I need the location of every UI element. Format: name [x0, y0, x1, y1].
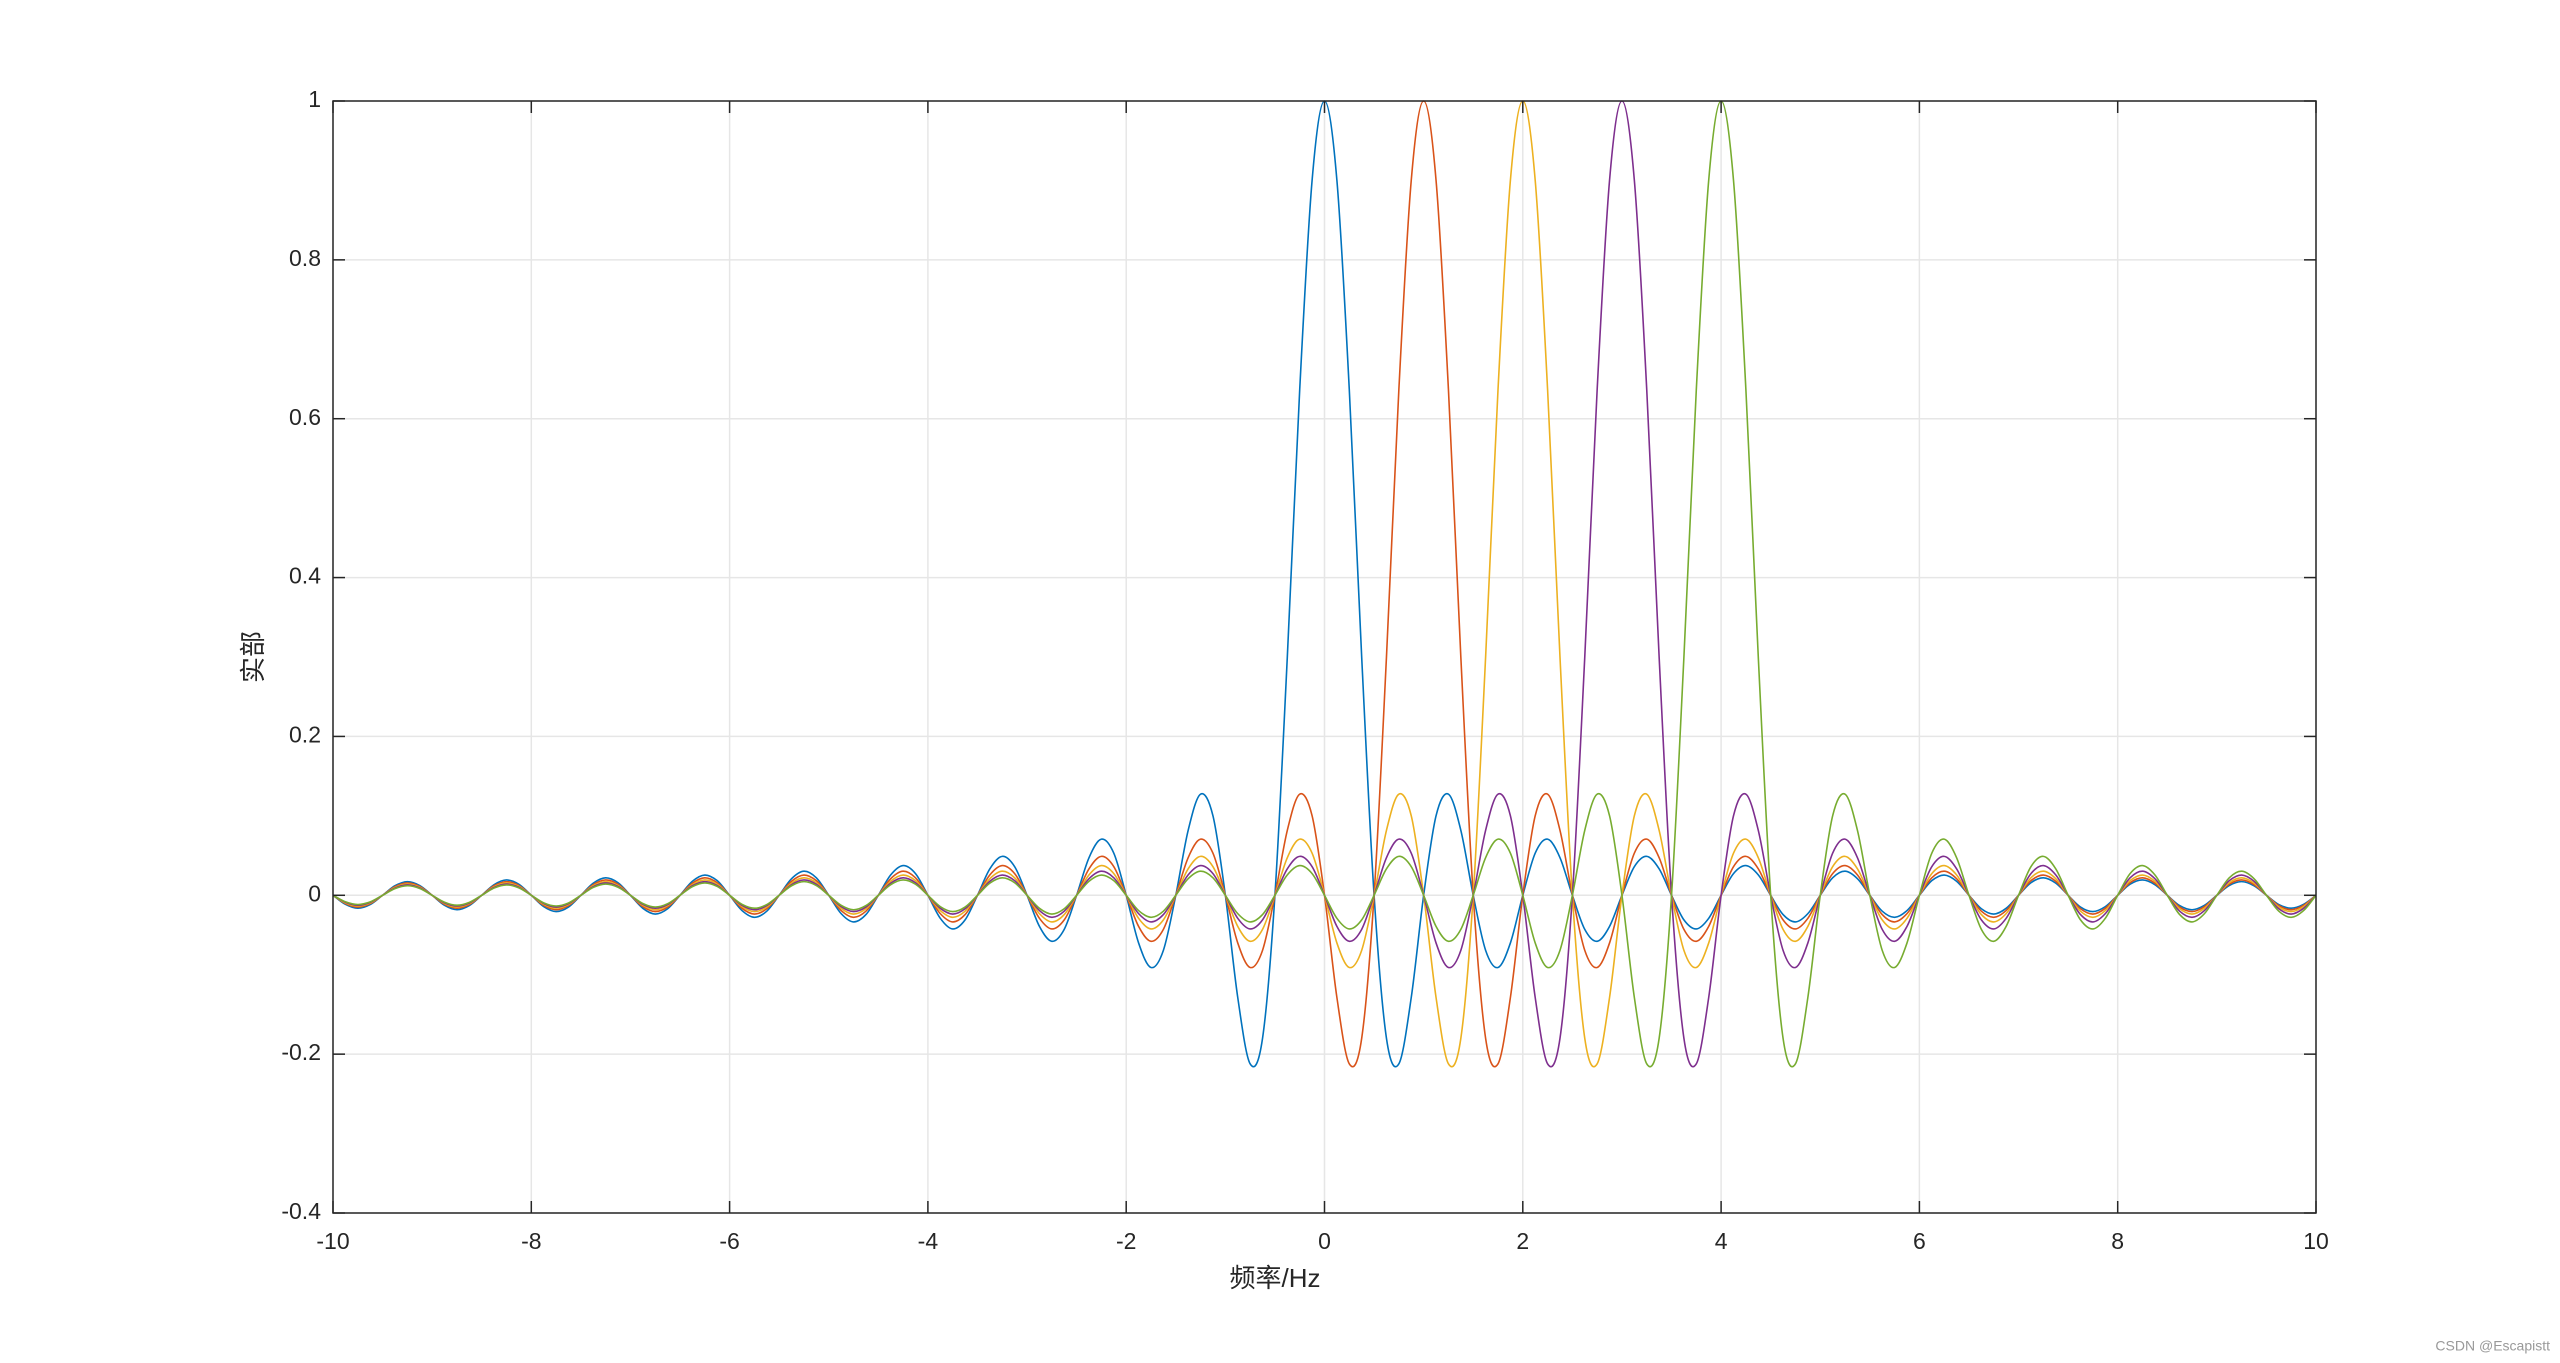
line-series — [332, 100, 2317, 1068]
x-tick-label: 6 — [1913, 1228, 1926, 1254]
x-tick-label: 0 — [1318, 1228, 1331, 1254]
y-tick-label: 1 — [308, 86, 321, 112]
x-tick-label: -6 — [719, 1228, 739, 1254]
x-tick-label: 10 — [2303, 1228, 2329, 1254]
y-tick-label: 0 — [308, 880, 321, 906]
y-tick-label: -0.2 — [281, 1039, 321, 1065]
x-tick-label: 2 — [1516, 1228, 1529, 1254]
y-tick-label: 0.6 — [289, 404, 321, 430]
y-tick-label: 0.4 — [289, 563, 321, 589]
x-tick-label: -2 — [1116, 1228, 1136, 1254]
y-axis-label: 实部 — [238, 631, 268, 683]
x-tick-label: 8 — [2111, 1228, 2124, 1254]
x-axis-label: 频率/Hz — [1229, 1263, 1320, 1293]
x-tick-label: -4 — [918, 1228, 939, 1254]
axes: -10 -8 -6 -4 -2 0 2 4 6 8 10 -0.4 -0.2 0 0.2 0.4 0.6 0.8 1 — [281, 86, 2328, 1254]
y-tick-label: 0.8 — [289, 245, 321, 271]
plot-area — [332, 100, 2317, 1068]
y-tick-label: 0.2 — [289, 722, 321, 748]
axes-box — [332, 100, 2317, 1214]
y-tick-label: -0.4 — [281, 1198, 321, 1224]
watermark: CSDN @Escapistt — [2435, 1338, 2550, 1354]
x-tick-label: -10 — [316, 1228, 349, 1254]
x-tick-label: -8 — [521, 1228, 541, 1254]
x-tick-label: 4 — [1715, 1228, 1728, 1254]
grid — [332, 100, 2317, 1214]
